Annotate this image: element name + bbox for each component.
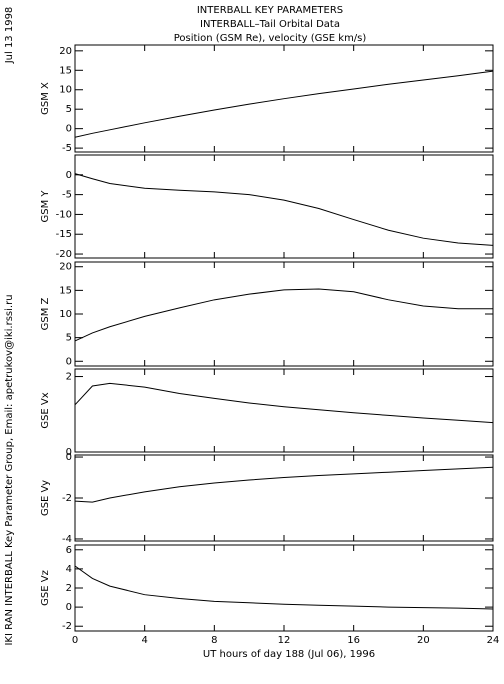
data-line (74, 565, 494, 610)
y-axis-label: GSM X (40, 82, 51, 115)
y-tick-label: -4 (62, 534, 72, 545)
y-tick-label: 15 (59, 285, 72, 296)
y-tick-label: 2 (66, 372, 72, 383)
x-tick-label: 16 (347, 635, 360, 646)
y-axis-label: GSE Vz (40, 570, 51, 606)
y-tick-label: -10 (56, 209, 72, 220)
y-tick-label: 20 (59, 46, 72, 57)
y-tick-label: 0 (66, 452, 72, 463)
y-tick-label: 20 (59, 262, 72, 273)
y-tick-label: 0 (66, 447, 72, 458)
y-tick-label: 0 (66, 602, 72, 613)
y-tick-label: 6 (66, 545, 72, 556)
y-tick-label: 15 (59, 65, 72, 76)
y-tick-label: 0 (66, 356, 72, 367)
title-line: INTERBALL KEY PARAMETERS (197, 5, 343, 16)
x-tick-label: 8 (211, 635, 217, 646)
y-tick-label: -5 (62, 143, 72, 154)
y-tick-label: -15 (56, 229, 72, 240)
y-tick-label: 10 (59, 309, 72, 320)
y-axis-label: GSM Z (40, 297, 51, 330)
x-tick-label: 12 (278, 635, 291, 646)
y-tick-label: -2 (62, 493, 72, 504)
y-tick-label: 0 (66, 170, 72, 181)
side-credit: IKI RAN INTERBALL Key Parameter Group, E… (4, 294, 15, 645)
data-line (74, 466, 494, 503)
x-tick-label: 24 (487, 635, 500, 646)
y-tick-label: 5 (66, 104, 72, 115)
y-axis-label: GSM Y (40, 190, 51, 223)
data-line (74, 173, 494, 246)
y-tick-label: 2 (66, 583, 72, 594)
y-tick-label: 4 (66, 564, 72, 575)
x-axis-label: UT hours of day 188 (Jul 06), 1996 (203, 649, 375, 660)
y-tick-label: 10 (59, 85, 72, 96)
title-line: INTERBALL–Tail Orbital Data (200, 19, 340, 30)
x-tick-label: 20 (417, 635, 430, 646)
y-tick-label: 0 (66, 124, 72, 135)
data-line (74, 288, 493, 342)
title-line: Position (GSM Re), velocity (GSE km/s) (174, 33, 367, 44)
y-axis-label: GSE Vx (40, 392, 51, 428)
data-line (74, 70, 494, 138)
side-date: Jul 13 1998 (4, 7, 15, 65)
y-tick-label: -20 (56, 249, 72, 260)
data-line (74, 382, 494, 424)
x-tick-label: 0 (72, 635, 78, 646)
x-tick-label: 4 (141, 635, 147, 646)
y-tick-label: -5 (62, 190, 72, 201)
y-tick-label: 5 (66, 333, 72, 344)
y-tick-label: -2 (62, 621, 72, 632)
y-axis-label: GSE Vy (40, 480, 51, 516)
